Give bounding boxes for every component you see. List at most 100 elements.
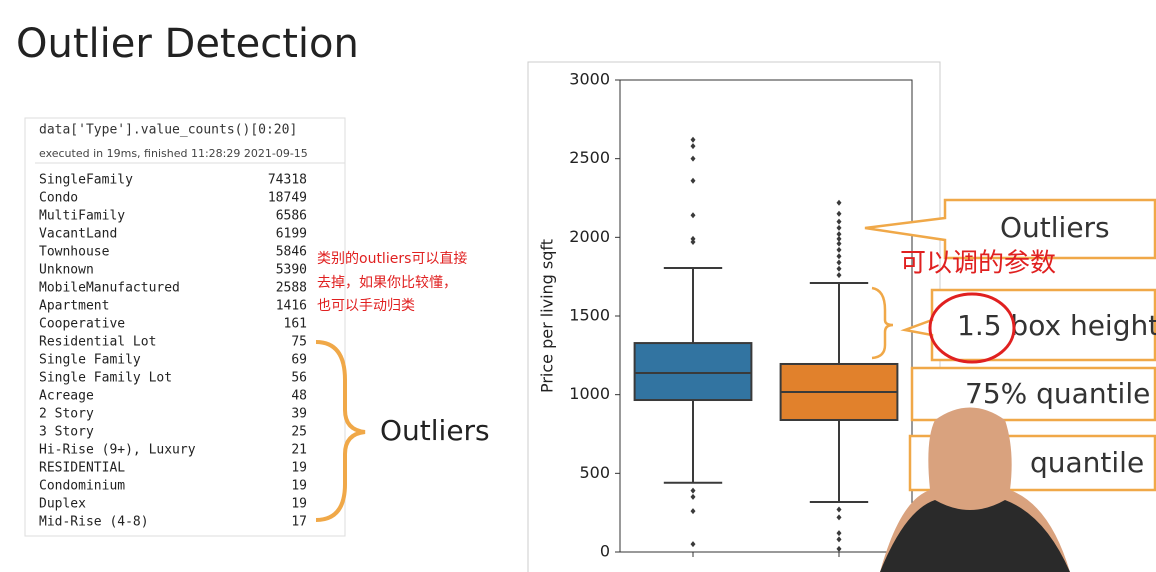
callout-text: Outliers xyxy=(1000,211,1110,244)
outlier xyxy=(690,541,696,548)
red-circle xyxy=(928,292,1016,364)
outlier xyxy=(836,224,842,231)
row-count: 161 xyxy=(284,317,307,332)
row-label: Acreage xyxy=(39,389,94,404)
row-count: 48 xyxy=(291,389,307,404)
outlier xyxy=(836,231,842,238)
row-count: 5846 xyxy=(276,245,307,260)
outlier xyxy=(690,143,696,150)
outlier xyxy=(836,218,842,225)
row-label: Single Family xyxy=(39,353,141,368)
outlier xyxy=(836,272,842,279)
row-label: RESIDENTIAL xyxy=(39,461,125,476)
outlier xyxy=(836,530,842,537)
outlier xyxy=(836,210,842,217)
outlier xyxy=(690,493,696,500)
row-label: Residential Lot xyxy=(39,335,156,350)
exec-status: executed in 19ms, finished 11:28:29 2021… xyxy=(39,147,308,160)
outlier xyxy=(836,545,842,552)
y-tick-label: 3000 xyxy=(569,70,610,89)
outlier xyxy=(836,259,842,266)
row-label: Unknown xyxy=(39,263,94,278)
callout-box xyxy=(910,366,1156,422)
row-count: 1416 xyxy=(276,299,307,314)
brace xyxy=(315,340,366,522)
outlier xyxy=(690,239,696,246)
note-line: 也可以手动归类 xyxy=(317,297,415,314)
row-count: 19 xyxy=(291,497,307,512)
outlier xyxy=(690,235,696,242)
outlier xyxy=(836,536,842,543)
red-note: 类别的outliers可以直接 去掉，如果你比较懂， 也可以手动归类 xyxy=(317,250,467,314)
note-line: 类别的outliers可以直接 xyxy=(317,250,467,267)
y-tick-label: 2500 xyxy=(569,148,610,167)
brace-label: Outliers xyxy=(380,414,490,447)
callout-text: 1.5 box height xyxy=(957,309,1156,342)
red-params: 可以调的参数 xyxy=(900,249,1056,279)
callout-box xyxy=(864,198,1156,260)
callout-text: quantile xyxy=(1030,446,1144,479)
outlier xyxy=(690,136,696,143)
row-count: 19 xyxy=(291,461,307,476)
row-label: Condominium xyxy=(39,479,125,494)
row-label: MultiFamily xyxy=(39,209,125,224)
row-count: 2588 xyxy=(276,281,307,296)
row-label: 2 Story xyxy=(39,407,94,422)
row-label: Condo xyxy=(39,191,78,206)
outlier xyxy=(836,506,842,513)
row-count: 18749 xyxy=(268,191,307,206)
table: SingleFamily 74318 Condo 18749 MultiFamily 65… xyxy=(39,173,307,530)
y-tick-label: 1500 xyxy=(569,306,610,325)
row-label: Duplex xyxy=(39,497,86,512)
row-count: 17 xyxy=(291,515,307,530)
box xyxy=(633,342,753,402)
presenter-shirt xyxy=(880,500,1070,572)
row-label: MobileManufactured xyxy=(39,281,180,296)
outlier xyxy=(690,212,696,219)
outlier xyxy=(836,235,842,242)
outlier xyxy=(836,199,842,206)
outlier xyxy=(836,265,842,272)
row-count: 69 xyxy=(291,353,307,368)
row-label: Apartment xyxy=(39,299,109,314)
row-count: 6199 xyxy=(276,227,307,242)
outlier xyxy=(836,246,842,253)
row-label: Mid-Rise (4-8) xyxy=(39,515,149,530)
y-tick-label: 500 xyxy=(579,463,610,482)
row-count: 39 xyxy=(291,407,307,422)
row-label: VacantLand xyxy=(39,227,117,242)
row-count: 5390 xyxy=(276,263,307,278)
y-axis-label: Price per living sqft xyxy=(538,239,557,393)
row-count: 75 xyxy=(291,335,307,350)
outlier xyxy=(836,514,842,521)
outlier xyxy=(836,253,842,260)
row-label: 3 Story xyxy=(39,425,94,440)
outlier xyxy=(690,177,696,184)
row-count: 6586 xyxy=(276,209,307,224)
row-label: Townhouse xyxy=(39,245,110,260)
y-tick-label: 2000 xyxy=(569,227,610,246)
callout-box xyxy=(900,288,1156,362)
callout-text: 75% quantile xyxy=(965,377,1150,410)
row-label: SingleFamily xyxy=(39,173,133,188)
y-tick-label: 1000 xyxy=(569,384,610,403)
note-line: 去掉，如果你比较懂， xyxy=(317,275,457,291)
slide-title: Outlier Detection xyxy=(16,21,359,67)
row-label: Cooperative xyxy=(39,317,125,332)
notebook-cell xyxy=(24,117,346,537)
outlier xyxy=(690,487,696,494)
code-input: data['Type'].value_counts()[0:20] xyxy=(39,123,297,138)
row-label: Single Family Lot xyxy=(39,371,172,386)
row-count: 21 xyxy=(291,443,307,458)
callouts xyxy=(864,198,1156,492)
outlier xyxy=(690,508,696,515)
row-count: 56 xyxy=(291,371,307,386)
outlier xyxy=(690,155,696,162)
box-plot: 0 500 1000 1500 2000 2500 3000 Price per living… xyxy=(538,70,913,561)
outlier xyxy=(836,240,842,247)
row-count: 25 xyxy=(291,425,307,440)
chart-panel xyxy=(527,61,941,572)
row-count: 19 xyxy=(291,479,307,494)
